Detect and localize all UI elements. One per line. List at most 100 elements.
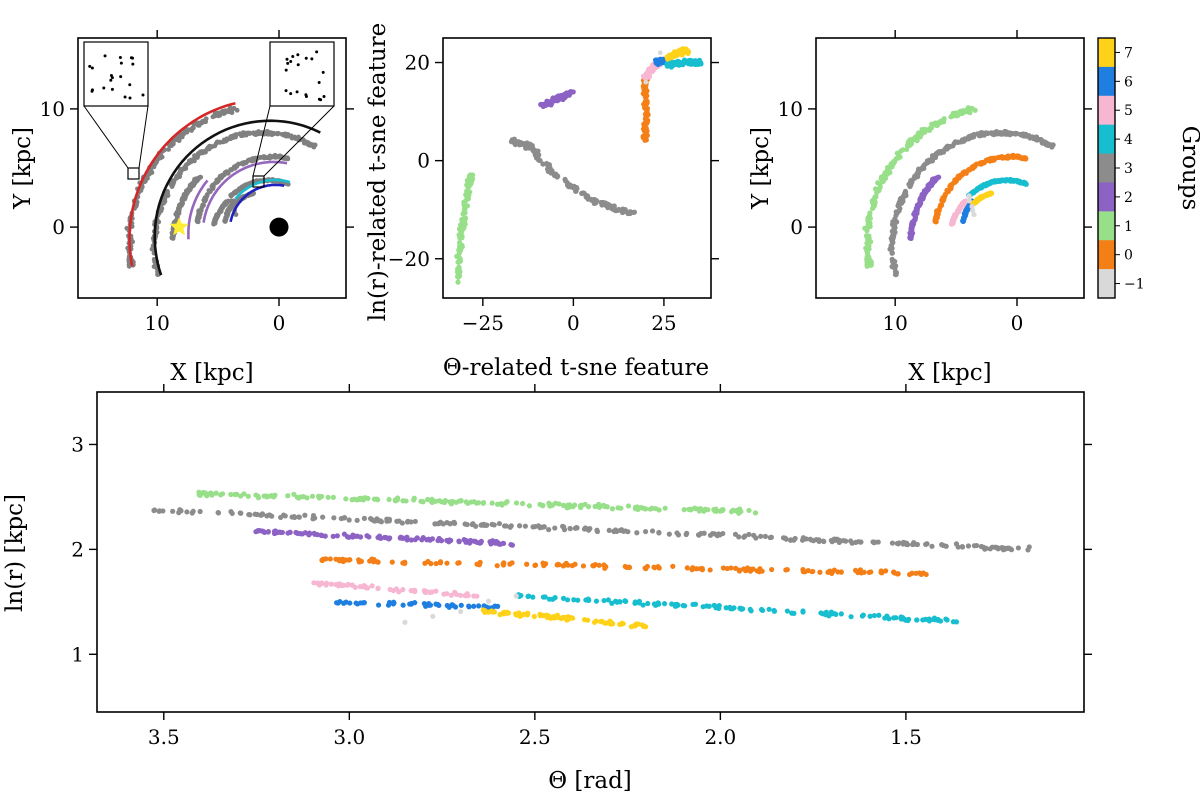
group-0-point	[556, 562, 562, 568]
group-3-point	[762, 533, 768, 539]
group-3-point	[481, 521, 487, 528]
group-2-point	[508, 542, 514, 548]
group-1-point	[738, 508, 744, 515]
group-1-point	[272, 492, 278, 498]
group-1-point	[489, 500, 495, 506]
y-tick-label: 0	[52, 215, 65, 239]
group-3-point	[1034, 137, 1040, 143]
group-3-point	[683, 531, 689, 538]
group-1-point	[441, 499, 448, 506]
group-1-point	[639, 505, 646, 511]
group-0-point	[783, 567, 789, 573]
data-point	[161, 200, 166, 206]
group-3-point	[564, 180, 570, 186]
x-tick-label: 2.5	[519, 725, 551, 749]
group-1-point	[285, 493, 291, 499]
group-4-point	[693, 59, 700, 66]
group-1-point	[464, 188, 470, 194]
group-3-point	[617, 527, 623, 533]
group-1-point	[632, 506, 639, 512]
group-2-point	[935, 174, 941, 180]
group-1-point	[863, 245, 869, 251]
data-point	[245, 157, 251, 163]
group-3-point	[807, 536, 813, 542]
group-1-point	[872, 186, 879, 192]
group-4-point	[944, 617, 950, 623]
data-point	[196, 151, 201, 157]
group-3-point	[399, 520, 405, 526]
group-1-point	[204, 491, 210, 497]
group-3-point	[953, 541, 960, 547]
group-3-point	[436, 520, 442, 527]
data-point	[258, 155, 263, 160]
group-6-point	[658, 58, 665, 64]
group-6-point	[360, 600, 366, 606]
group-3-point	[1005, 130, 1011, 136]
group-4-point	[518, 592, 524, 599]
group-0-point	[835, 569, 841, 575]
group-5-point	[319, 580, 325, 586]
group-2-point	[285, 530, 291, 536]
group-0-point	[759, 568, 765, 574]
group-6-point	[471, 603, 477, 609]
group-1-point	[688, 506, 695, 512]
x-tick-label: 2.0	[704, 725, 736, 749]
group-3-point	[591, 200, 597, 207]
group-1-point	[420, 499, 426, 505]
group-1-point	[579, 502, 585, 508]
group-6-point	[427, 602, 434, 608]
group-1-point	[209, 491, 215, 497]
data-point	[225, 198, 231, 204]
group-6-point	[449, 602, 455, 608]
group-0-point	[741, 566, 747, 572]
group-3-point	[741, 534, 747, 540]
group-7-point	[628, 624, 634, 630]
group-3-point	[269, 513, 275, 519]
group-1-point	[877, 185, 883, 191]
group-4-point	[632, 600, 638, 606]
group-0-point	[644, 98, 650, 105]
group-2-point	[438, 538, 445, 544]
group-1-point	[866, 239, 872, 245]
group-1-point	[455, 279, 461, 285]
group-2-point	[334, 533, 340, 539]
group-7-point	[489, 608, 495, 614]
colorbar-swatch-group-1	[1098, 211, 1115, 241]
plot-frame	[815, 37, 1085, 299]
colorbar-tick-label: 3	[1124, 161, 1133, 177]
x-tick-label: 3.0	[333, 725, 365, 749]
group-0-point	[644, 128, 650, 134]
group-3-point	[384, 518, 390, 524]
group-1-point	[455, 274, 461, 280]
group-1-point	[362, 495, 368, 501]
y-tick-label: 10	[778, 97, 803, 121]
group-4-point	[838, 611, 844, 617]
group-0-point	[428, 561, 434, 567]
group-0-point	[989, 157, 995, 163]
data-point	[234, 164, 240, 169]
group-7-point	[984, 192, 990, 198]
inset-point	[109, 78, 113, 82]
group-0-point	[1017, 154, 1023, 161]
group-2-point	[568, 89, 574, 95]
group-1-point	[865, 222, 872, 229]
group-3-point	[594, 527, 600, 533]
group-4-point	[800, 609, 806, 615]
group-0-point	[892, 570, 898, 576]
group-0-point	[861, 569, 867, 575]
group-0-point	[320, 556, 326, 562]
inset-point	[286, 61, 290, 65]
group-1-point	[549, 502, 555, 508]
group-6-point	[495, 603, 501, 609]
group-0-point	[603, 564, 609, 570]
group-3-point	[536, 157, 542, 163]
data-point	[174, 213, 180, 219]
data-point	[197, 214, 202, 220]
group-3-point	[994, 131, 1000, 137]
group-3-point	[924, 158, 931, 164]
group-3-point	[320, 514, 326, 520]
group-1-point	[697, 506, 703, 512]
group-4-point	[716, 605, 722, 612]
data-point	[237, 186, 243, 192]
x-tick-label: 0	[1011, 311, 1024, 335]
